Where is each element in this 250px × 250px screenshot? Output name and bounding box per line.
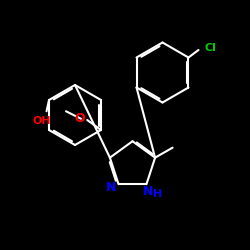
- Text: Cl: Cl: [205, 42, 216, 52]
- Text: N: N: [106, 182, 116, 194]
- Text: N: N: [142, 185, 153, 198]
- Text: H: H: [153, 189, 162, 199]
- Text: OH: OH: [32, 116, 51, 126]
- Text: O: O: [74, 112, 85, 125]
